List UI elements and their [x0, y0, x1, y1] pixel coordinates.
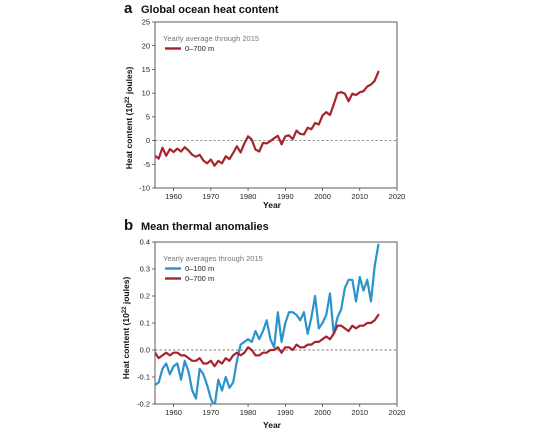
- panel-a-title: Global ocean heat content: [141, 4, 279, 16]
- panel-a-xtick-label: 2020: [389, 192, 406, 201]
- panel-b-series-0-700-m-line: [155, 313, 380, 368]
- panel-a-ytick-label: 15: [142, 65, 150, 74]
- panel-a-xtick-label: 2000: [314, 192, 331, 201]
- panel-a-ytick-label: 20: [142, 41, 150, 50]
- panel-b-xtick-label: 2000: [314, 408, 331, 417]
- panel-b-xlabel: Year: [263, 420, 282, 430]
- panel-b-plot: -0.2 -0.1 0.0 0.1 0.2 0.3 0.4 1960 1970 1980 1990 2…: [137, 238, 405, 417]
- panel-b-ytick-label: 0.0: [140, 346, 150, 355]
- panel-a-legend-title: Yearly average through 2015: [163, 34, 259, 43]
- panel-a: a Global ocean heat content -10 -5 0 5 10 15 2…: [124, 0, 405, 210]
- panel-a-letter: a: [124, 0, 133, 17]
- panel-a-ytick-label: 25: [142, 18, 150, 27]
- panel-b-ylabel: Heat content (1022 joules): [121, 277, 131, 380]
- panel-b-xtick-label: 2010: [351, 408, 368, 417]
- panel-b-ytick-label: -0.1: [137, 373, 150, 382]
- panel-a-ytick-label: 0: [146, 136, 150, 145]
- panel-b-ytick-label: 0.2: [140, 292, 150, 301]
- panel-b-ytick-label: -0.2: [137, 400, 150, 409]
- panel-b-xtick-label: 2020: [389, 408, 406, 417]
- panel-b-xtick-label: 1970: [203, 408, 220, 417]
- panel-b-ytick-label: 0.4: [140, 238, 150, 247]
- panel-a-ytick-label: 5: [146, 112, 150, 121]
- panel-b-title: Mean thermal anomalies: [141, 221, 269, 233]
- panel-b: b Mean thermal anomalies -0.2 -0.1 0.0 0.1 0…: [121, 217, 405, 430]
- panel-a-xtick-label: 1970: [203, 192, 220, 201]
- panel-a-frame: [154, 21, 398, 189]
- panel-a-series-0-700-m-line: [155, 70, 380, 167]
- panel-a-xtick-label: 1980: [240, 192, 257, 201]
- panel-a-xlabel: Year: [263, 200, 282, 210]
- panel-b-xtick-label: 1980: [240, 408, 257, 417]
- panel-b-xtick-label: 1990: [277, 408, 294, 417]
- panel-a-ytick-label: -10: [139, 184, 150, 193]
- panel-b-series-0-100-m-line: [155, 243, 380, 404]
- panel-a-ytick-label: 10: [142, 89, 150, 98]
- panel-a-plot: -10 -5 0 5 10 15 20 25 1960 1970 1980 1990 2000 2010 2…: [139, 18, 405, 201]
- panel-b-letter: b: [124, 217, 133, 234]
- panel-a-ylabel: Heat content (1022 joules): [124, 67, 134, 170]
- panel-a-legend-label: 0–700 m: [185, 44, 214, 53]
- panel-b-ytick-label: 0.3: [140, 265, 150, 274]
- panel-b-legend-label: 0–100 m: [185, 264, 214, 273]
- panel-b-ytick-label: 0.1: [140, 319, 150, 328]
- panel-b-legend-label: 0–700 m: [185, 274, 214, 283]
- panel-a-xtick-label: 2010: [351, 192, 368, 201]
- panel-b-xtick-label: 1960: [165, 408, 182, 417]
- panel-a-xtick-label: 1990: [277, 192, 294, 201]
- panel-a-ytick-label: -5: [143, 160, 150, 169]
- panel-b-legend-title: Yearly averages through 2015: [163, 254, 263, 263]
- panel-a-xtick-label: 1960: [165, 192, 182, 201]
